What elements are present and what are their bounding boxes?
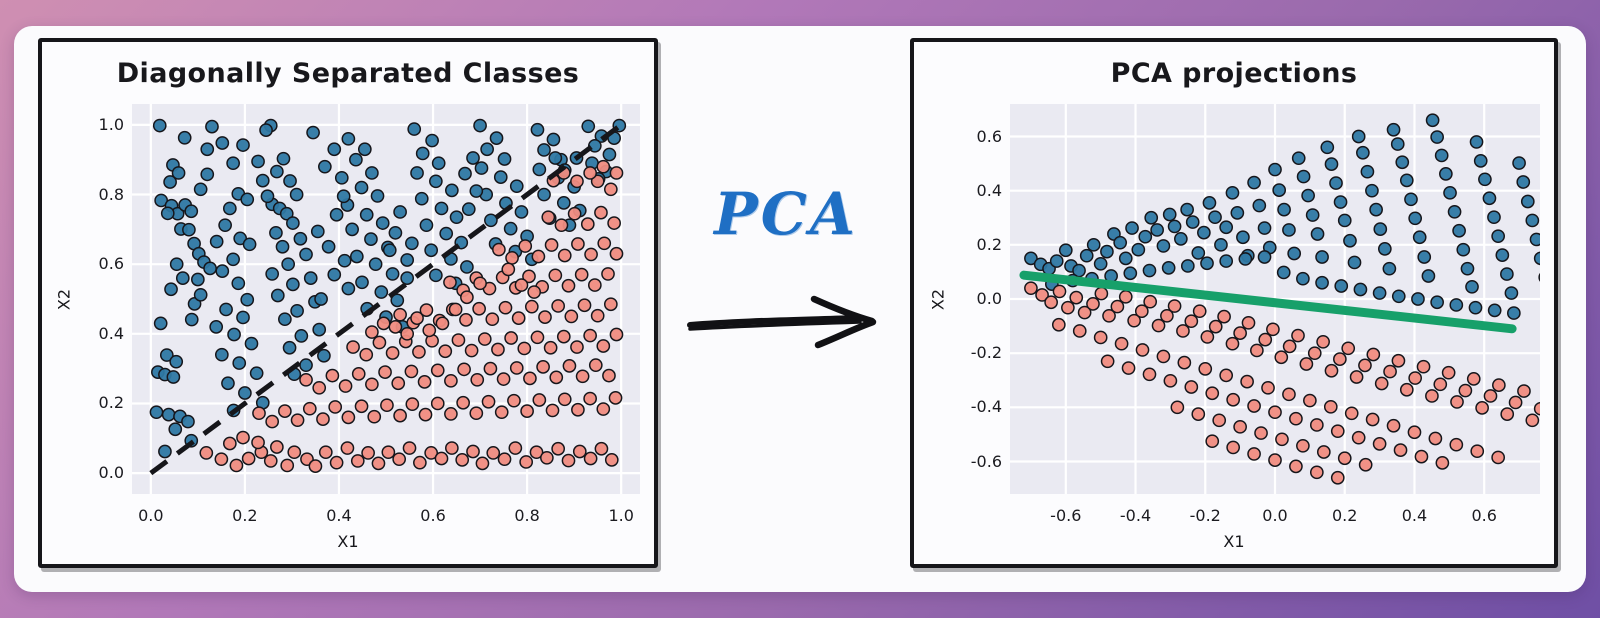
figure-card: Diagonally Separated Classes 0.0 0.2 0.4 0.… — [14, 26, 1586, 592]
transition-annotation: PCA — [662, 38, 910, 568]
x-tick-label: -0.4 — [1119, 506, 1152, 525]
scatter-series — [149, 118, 627, 459]
y-tick-label: 0.2 — [98, 393, 124, 413]
right-arrow-icon — [687, 295, 877, 349]
scatter-series — [199, 159, 624, 473]
left-plot-svg — [132, 104, 640, 494]
y-tick-label: 0.8 — [98, 184, 124, 204]
right-chart-panel: PCA projections 0.6 0.4 0.2 0.0 -0.2 -0.4 -0.6… — [910, 38, 1558, 568]
principal-component-line — [1019, 270, 1517, 334]
x-tick-label: 0.6 — [420, 506, 446, 525]
x-tick-label: 0.0 — [1262, 506, 1288, 525]
x-tick-label: 0.4 — [326, 506, 352, 525]
left-chart-title: Diagonally Separated Classes — [116, 58, 580, 89]
x-tick-label: 1.0 — [608, 506, 634, 525]
y-tick-label: 1.0 — [98, 114, 124, 134]
y-tick-label: 0.0 — [976, 289, 1002, 308]
x-tick-label: 0.8 — [514, 506, 540, 525]
y-tick-label: -0.6 — [970, 451, 1002, 471]
y-tick-label: 0.4 — [98, 323, 124, 343]
x-tick-label: 0.0 — [138, 506, 164, 525]
x-tick-label: 0.2 — [1332, 506, 1358, 525]
x-tick-label: 0.2 — [232, 506, 258, 525]
left-chart-panel: Diagonally Separated Classes 0.0 0.2 0.4 0.… — [38, 38, 658, 568]
scatter-series — [1024, 281, 1540, 485]
pca-label: PCA — [714, 180, 858, 248]
left-y-axis-label: X2 — [54, 288, 74, 311]
right-scatter-plot — [1010, 104, 1540, 494]
left-x-axis-label: X1 — [337, 532, 359, 551]
x-tick-label: 0.6 — [1471, 506, 1497, 525]
left-scatter-plot — [132, 104, 640, 494]
right-x-axis-label: X1 — [1223, 532, 1245, 551]
x-tick-label: -0.6 — [1050, 506, 1082, 525]
y-tick-label: -0.4 — [970, 397, 1002, 417]
y-tick-label: 0.6 — [98, 254, 124, 274]
y-tick-label: 0.6 — [976, 126, 1002, 146]
x-tick-label: 0.4 — [1401, 506, 1428, 525]
scatter-series — [1024, 113, 1540, 320]
x-tick-label: -0.2 — [1189, 506, 1221, 525]
right-plot-svg — [1010, 104, 1540, 494]
y-tick-label: 0.0 — [98, 463, 124, 483]
y-tick-label: -0.2 — [970, 343, 1002, 363]
right-chart-title: PCA projections — [1110, 58, 1358, 89]
right-y-axis-label: X2 — [928, 288, 948, 311]
y-tick-label: 0.2 — [976, 234, 1002, 254]
y-tick-label: 0.4 — [976, 180, 1002, 200]
